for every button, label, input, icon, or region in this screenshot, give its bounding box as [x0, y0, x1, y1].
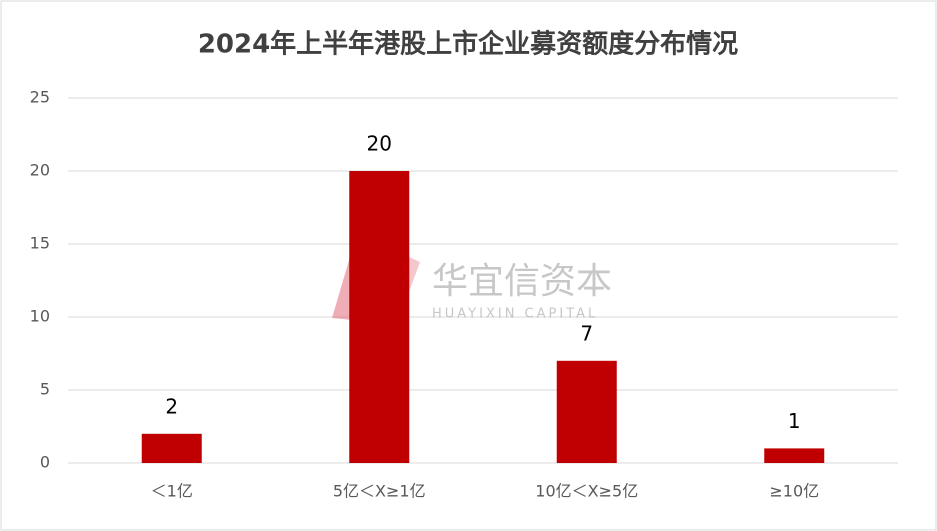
chart-title: 2024年上半年港股上市企业募资额度分布情况 — [198, 29, 738, 60]
x-tick-label: 10亿＜X≥5亿 — [535, 482, 638, 501]
y-tick-label: 0 — [40, 453, 50, 472]
watermark-name: 华宜信资本 — [432, 261, 612, 302]
bar — [349, 171, 410, 463]
data-label: 7 — [580, 321, 593, 345]
x-tick-label: ＜1亿 — [151, 482, 193, 501]
bar — [141, 433, 202, 463]
y-tick-label: 15 — [30, 234, 50, 253]
data-label: 2 — [165, 394, 178, 418]
y-tick-label: 20 — [30, 161, 50, 180]
bar — [764, 448, 825, 463]
data-label: 1 — [788, 409, 801, 433]
x-tick-label: ≥10亿 — [769, 482, 819, 501]
watermark-subtitle: HUAYIXIN CAPITAL — [432, 307, 598, 322]
data-label: 20 — [367, 132, 392, 156]
y-tick-label: 25 — [30, 88, 50, 107]
y-tick-label: 10 — [30, 307, 50, 326]
x-tick-label: 5亿＜X≥1亿 — [333, 482, 426, 501]
y-tick-label: 5 — [40, 380, 50, 399]
bar — [556, 360, 617, 463]
